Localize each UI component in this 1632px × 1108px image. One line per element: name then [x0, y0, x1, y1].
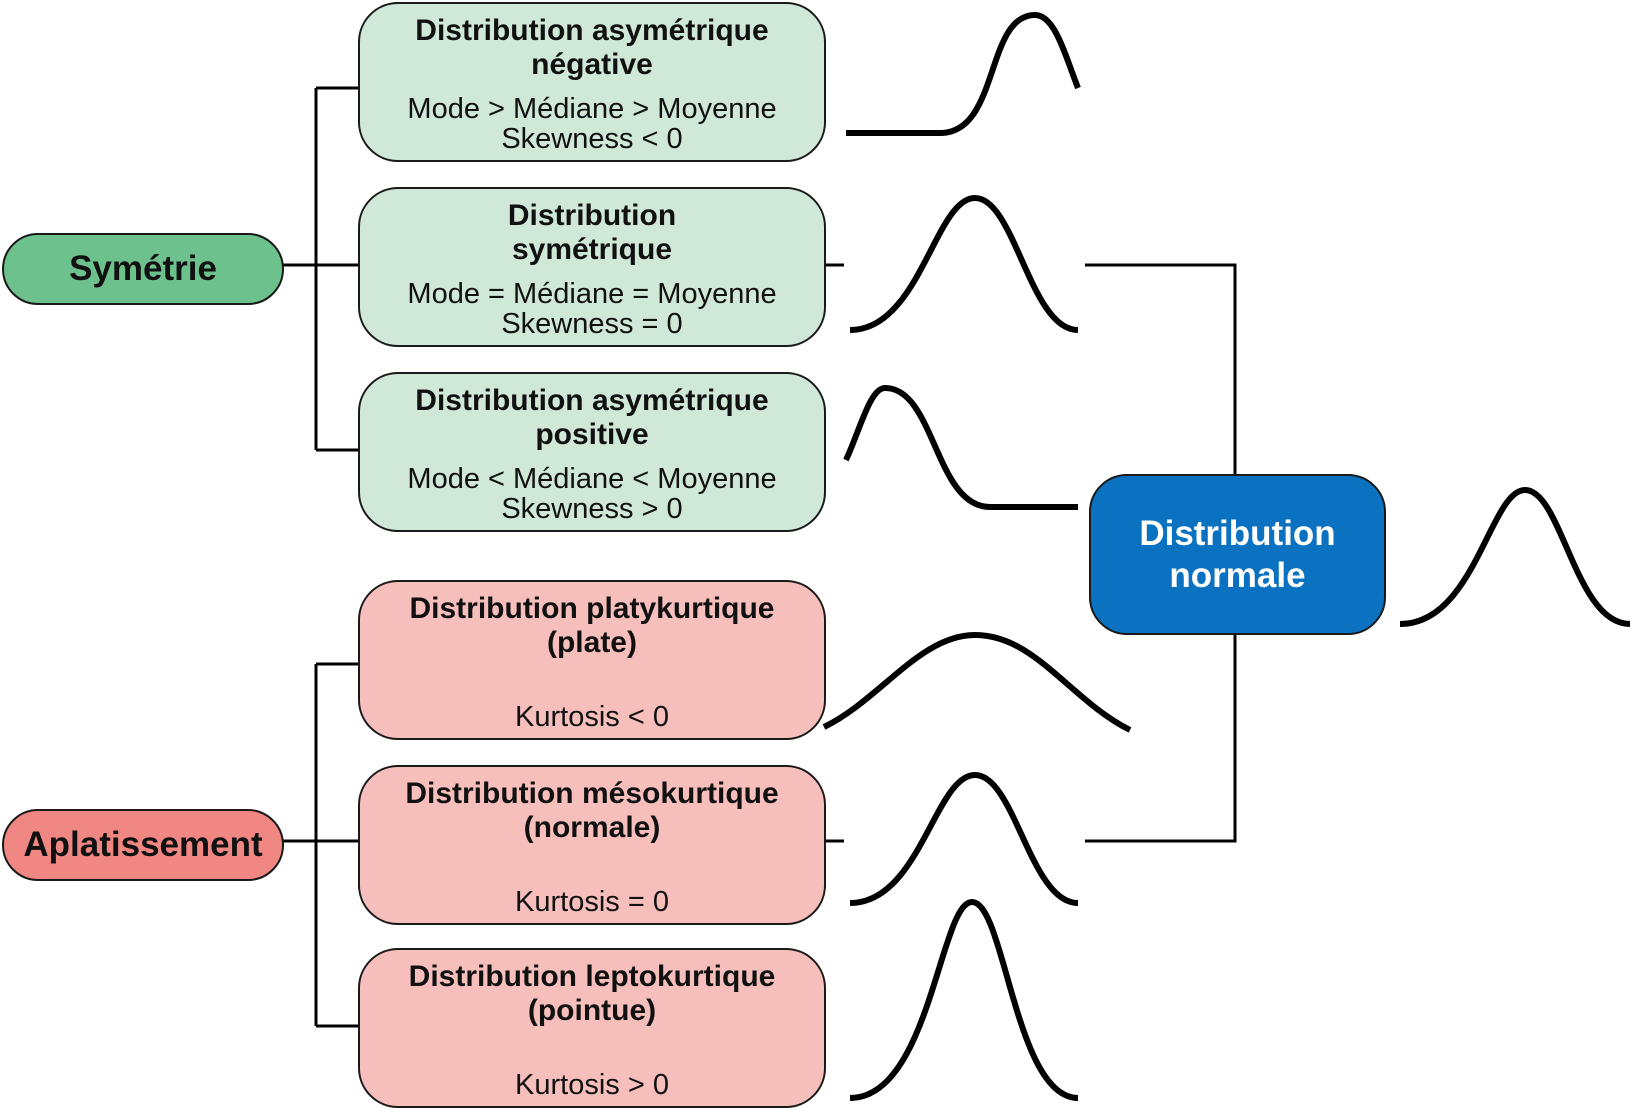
box-title: Distribution asymétrique positive [415, 384, 769, 451]
flat-curve-icon [822, 632, 1132, 733]
normal-distribution-box: Distribution normale [1089, 474, 1386, 635]
symmetry-connector [283, 86, 360, 452]
box-description: Kurtosis < 0 [515, 701, 669, 733]
kurtosis-connector [283, 662, 360, 1028]
box-title: Distribution leptokurtique (pointue) [408, 960, 776, 1027]
box-title: Distribution asymétrique négative [415, 14, 769, 81]
symmetry-root: Symétrie [2, 233, 284, 305]
platykurtic-box: Distribution platykurtique (plate) Kurto… [358, 580, 826, 740]
box-description: Mode > Médiane > Moyenne Skewness < 0 [407, 93, 777, 155]
box-description: Mode < Médiane < Moyenne Skewness > 0 [407, 463, 777, 525]
normal-curve-icon [1399, 487, 1631, 627]
mesokurtic-box: Distribution mésokurtique (normale) Kurt… [358, 765, 826, 925]
symmetric-box: Distribution symétrique Mode = Médiane =… [358, 187, 826, 347]
left-skewed-curve-icon [846, 12, 1081, 136]
normal-distribution-label: Distribution normale [1139, 513, 1336, 595]
mesokurtic-to-normal-link [1085, 633, 1237, 843]
leptokurtic-box: Distribution leptokurtique (pointue) Kur… [358, 948, 826, 1108]
box-description: Kurtosis = 0 [515, 886, 669, 918]
box-description: Kurtosis > 0 [515, 1069, 669, 1101]
box-title: Distribution symétrique [507, 199, 677, 266]
normal-curve-icon [849, 772, 1079, 906]
kurtosis-root: Aplatissement [2, 809, 284, 881]
symmetry-root-label: Symétrie [69, 249, 217, 288]
positive-skew-box: Distribution asymétrique positive Mode <… [358, 372, 826, 532]
symmetric-to-normal-link [1085, 263, 1237, 476]
peaked-curve-icon [849, 899, 1079, 1101]
box-description: Mode = Médiane = Moyenne Skewness = 0 [407, 278, 777, 340]
symmetric-curve-icon [849, 195, 1079, 333]
right-skewed-curve-icon [843, 385, 1078, 510]
negative-skew-box: Distribution asymétrique négative Mode >… [358, 2, 826, 162]
kurtosis-root-label: Aplatissement [23, 825, 263, 864]
box-title: Distribution platykurtique (plate) [409, 592, 775, 659]
box-title: Distribution mésokurtique (normale) [405, 777, 779, 844]
